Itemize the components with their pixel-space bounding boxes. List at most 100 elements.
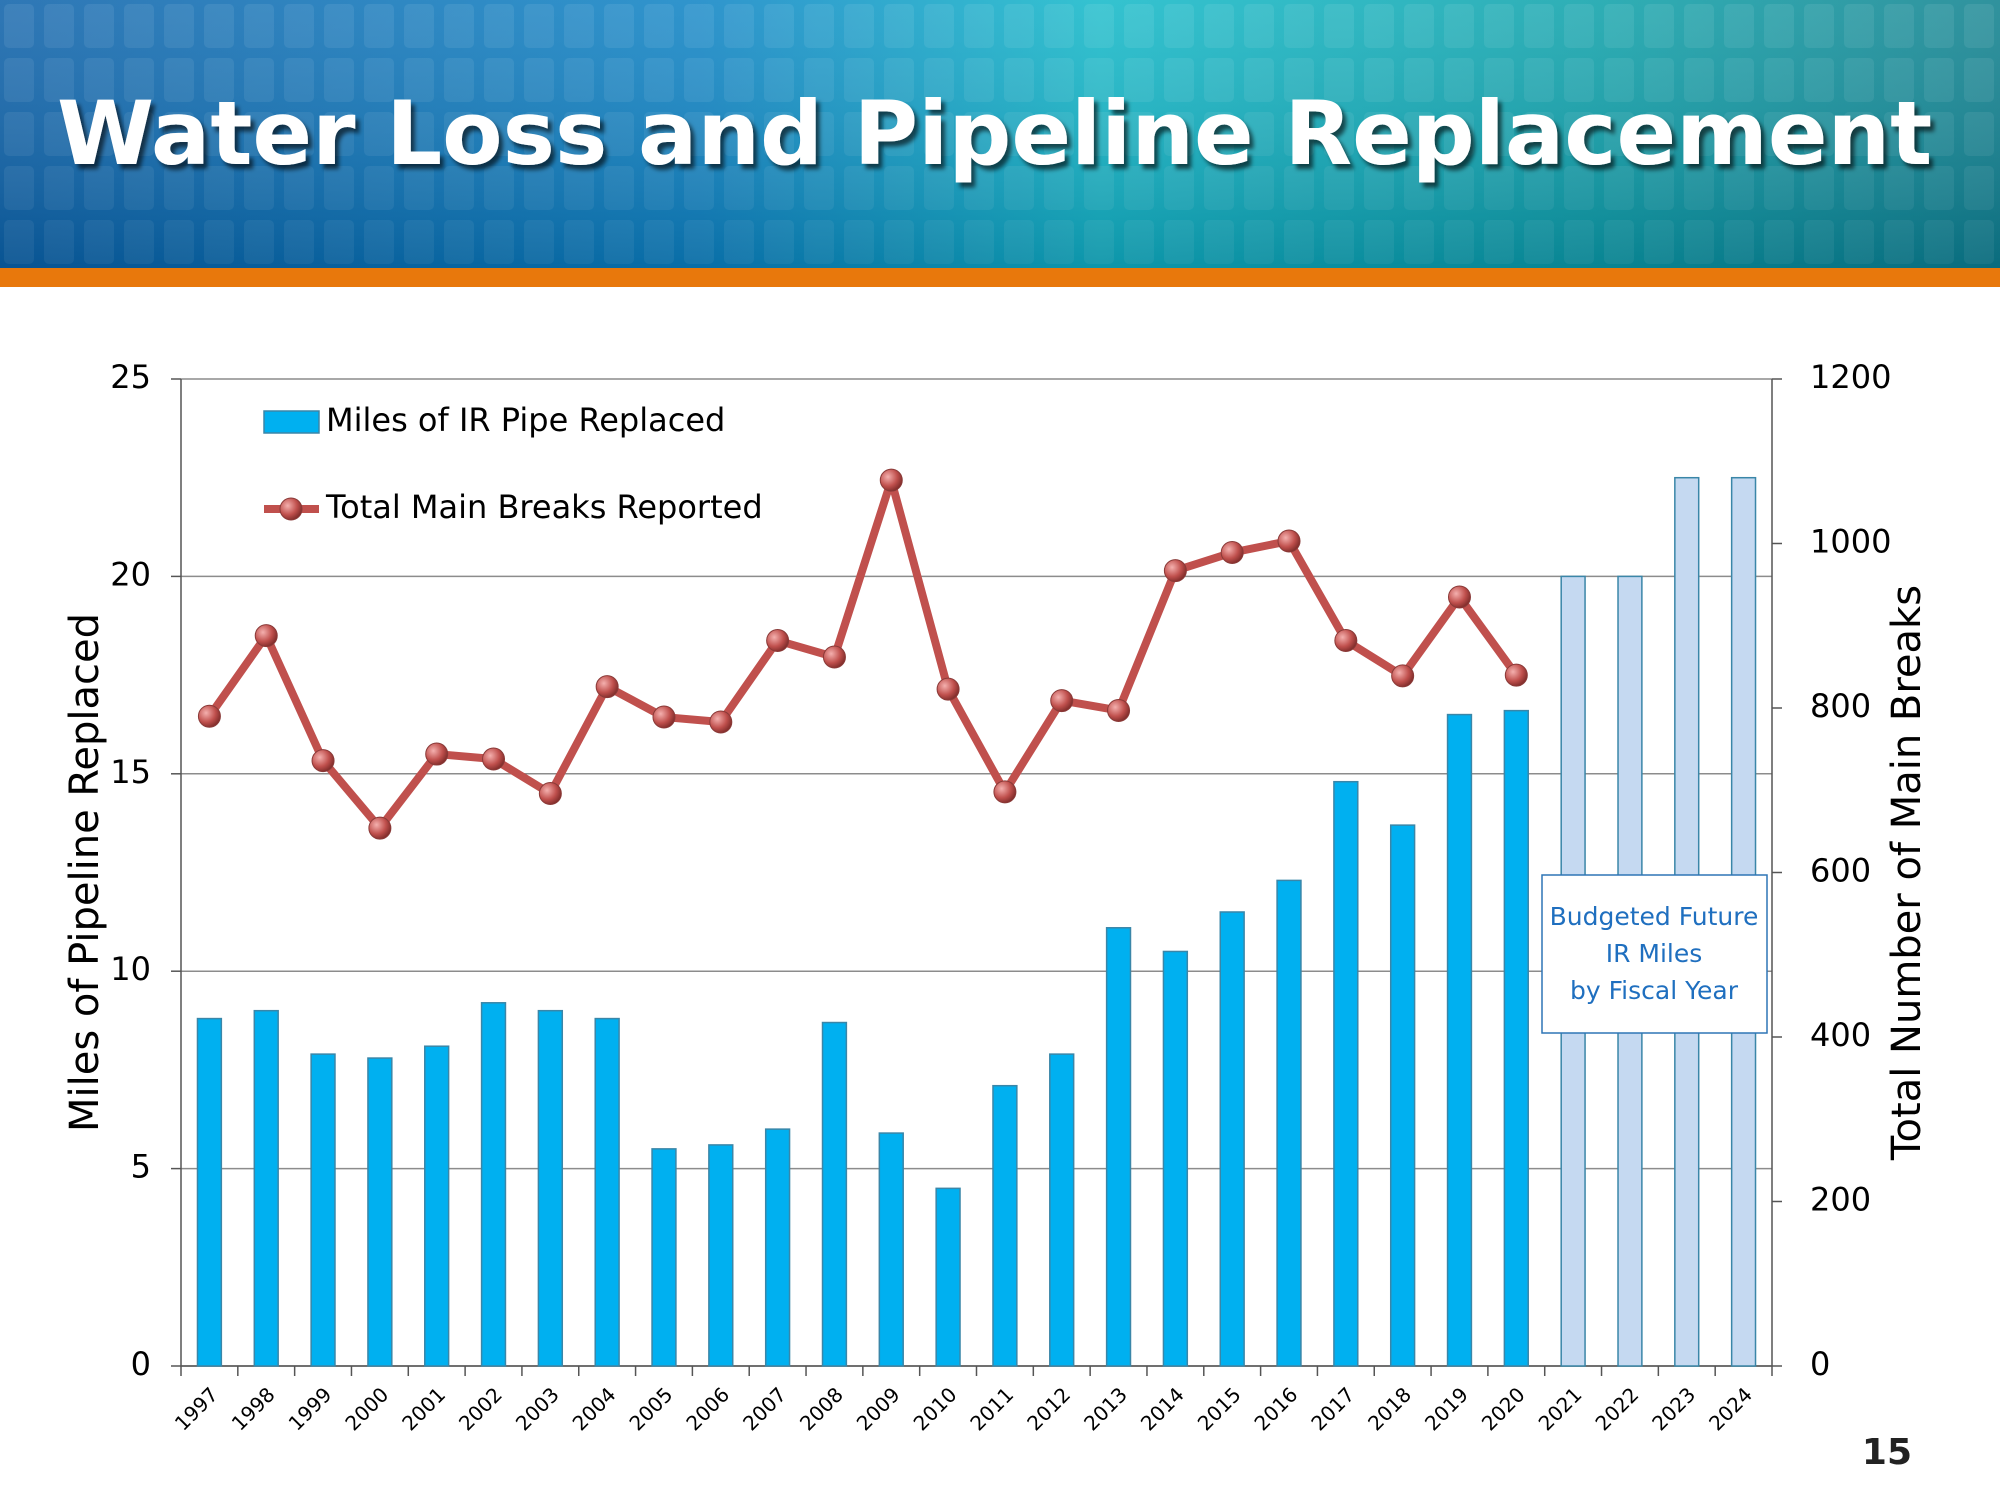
- y2-tick-label: 800: [1810, 687, 1871, 725]
- x-tick-label: 2024: [1704, 1382, 1757, 1435]
- bar: [651, 1148, 677, 1367]
- y2-tick-label: 200: [1810, 1181, 1871, 1219]
- x-tick-label: 2022: [1590, 1382, 1643, 1435]
- y-axis-title: Miles of Pipeline Replaced: [62, 613, 108, 1132]
- line-marker: [311, 749, 335, 773]
- page-number: 15: [1862, 1432, 1912, 1473]
- bar: [1389, 824, 1416, 1367]
- line-marker: [766, 629, 790, 653]
- bar: [594, 1017, 620, 1367]
- x-tick-label: 2006: [681, 1382, 734, 1435]
- line-marker: [197, 704, 221, 728]
- bar: [1105, 927, 1132, 1367]
- bar: [878, 1132, 904, 1367]
- x-tick-label: 2018: [1363, 1382, 1416, 1435]
- line-marker: [368, 816, 392, 840]
- x-tick-label: 2010: [909, 1382, 962, 1435]
- annotation-text: by Fiscal Year: [1570, 976, 1739, 1005]
- x-tick-label: 2021: [1534, 1382, 1587, 1435]
- x-tick-label: 2009: [852, 1382, 905, 1435]
- line-marker: [482, 747, 506, 771]
- line-marker: [1447, 585, 1471, 609]
- bar: [821, 1021, 848, 1367]
- line-marker: [652, 705, 676, 729]
- line-marker: [709, 710, 733, 734]
- y-tick-label: 0: [131, 1345, 151, 1383]
- line-marker: [1050, 689, 1074, 713]
- bar: [253, 1009, 279, 1367]
- bar: [196, 1017, 223, 1367]
- line-marker: [993, 780, 1017, 804]
- bar: [1446, 713, 1473, 1367]
- line-marker: [1277, 529, 1301, 553]
- line-marker: [822, 645, 846, 669]
- annotation-box: [1541, 874, 1768, 1034]
- header-stripe: [0, 268, 2000, 287]
- y2-tick-label: 1200: [1810, 358, 1891, 396]
- line-marker: [1391, 664, 1415, 688]
- bar: [480, 1002, 507, 1367]
- bar: [992, 1084, 1018, 1367]
- line-marker: [879, 468, 903, 492]
- x-tick-label: 2020: [1477, 1382, 1530, 1435]
- bar: [367, 1057, 393, 1367]
- y-tick-label: 5: [131, 1148, 151, 1186]
- y-tick-label: 25: [110, 358, 151, 396]
- y2-tick-label: 400: [1810, 1016, 1871, 1054]
- x-tick-label: 2023: [1647, 1382, 1700, 1435]
- annotation-text: IR Miles: [1606, 939, 1703, 968]
- x-tick-label: 2015: [1193, 1382, 1246, 1435]
- bar: [935, 1187, 961, 1367]
- legend-swatch: [263, 410, 320, 434]
- line-marker: [1163, 559, 1187, 583]
- line-marker: [1334, 629, 1358, 653]
- y2-tick-label: 0: [1810, 1345, 1830, 1383]
- y2-axis-title: Total Number of Main Breaks: [1884, 585, 1930, 1161]
- x-tick-label: 2003: [511, 1382, 564, 1435]
- x-tick-label: 2002: [454, 1382, 507, 1435]
- x-tick-label: 2013: [1079, 1382, 1132, 1435]
- line-marker: [425, 742, 449, 766]
- x-tick-label: 2001: [397, 1382, 450, 1435]
- x-tick-label: 2014: [1136, 1382, 1189, 1435]
- line: [206, 476, 1520, 833]
- x-tick-label: 2019: [1420, 1382, 1473, 1435]
- bar: [764, 1128, 791, 1367]
- y-tick-label: 10: [110, 950, 151, 988]
- x-tick-label: 2007: [738, 1382, 791, 1435]
- x-tick-label: 1999: [284, 1382, 337, 1435]
- bar: [1503, 709, 1529, 1367]
- annotation-text: Budgeted Future: [1550, 902, 1759, 931]
- x-tick-label: 1998: [227, 1382, 280, 1435]
- x-tick-label: 2008: [795, 1382, 848, 1435]
- bar: [1162, 950, 1189, 1367]
- legend-label: Miles of IR Pipe Replaced: [326, 401, 725, 439]
- y-tick-label: 20: [110, 555, 151, 593]
- line-marker: [1504, 663, 1528, 687]
- line-marker: [1220, 541, 1244, 565]
- line-marker: [538, 782, 562, 806]
- line-marker: [254, 624, 278, 648]
- x-tick-label: 2005: [624, 1382, 677, 1435]
- bar: [1276, 879, 1302, 1367]
- slide-title: Water Loss and Pipeline Replacement: [57, 82, 1932, 185]
- x-tick-label: 2011: [965, 1382, 1018, 1435]
- bar: [537, 1009, 564, 1367]
- x-tick-label: 1997: [170, 1382, 223, 1435]
- y2-tick-label: 1000: [1810, 523, 1891, 561]
- bar: [1219, 911, 1245, 1367]
- bar: [310, 1053, 336, 1367]
- y-tick-label: 15: [110, 753, 151, 791]
- bar: [1049, 1053, 1075, 1367]
- x-tick-label: 2012: [1022, 1382, 1075, 1435]
- x-tick-label: 2000: [340, 1382, 393, 1435]
- x-tick-label: 2016: [1249, 1382, 1302, 1435]
- legend-label: Total Main Breaks Reported: [325, 488, 763, 526]
- line-marker: [1107, 698, 1131, 722]
- bar: [1333, 780, 1359, 1367]
- line-marker: [936, 677, 960, 701]
- bar: [708, 1144, 734, 1367]
- x-tick-label: 2017: [1306, 1382, 1359, 1435]
- header-shade: [0, 0, 2000, 268]
